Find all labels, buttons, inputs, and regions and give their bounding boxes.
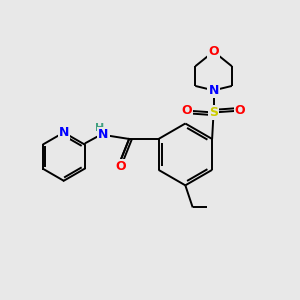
Text: N: N xyxy=(98,128,109,141)
Text: S: S xyxy=(209,106,218,119)
Text: O: O xyxy=(235,104,245,118)
Text: N: N xyxy=(208,84,219,97)
Text: H: H xyxy=(95,123,104,133)
Text: O: O xyxy=(115,160,126,173)
Text: O: O xyxy=(182,104,192,118)
Text: N: N xyxy=(58,126,69,139)
Text: O: O xyxy=(208,45,219,58)
